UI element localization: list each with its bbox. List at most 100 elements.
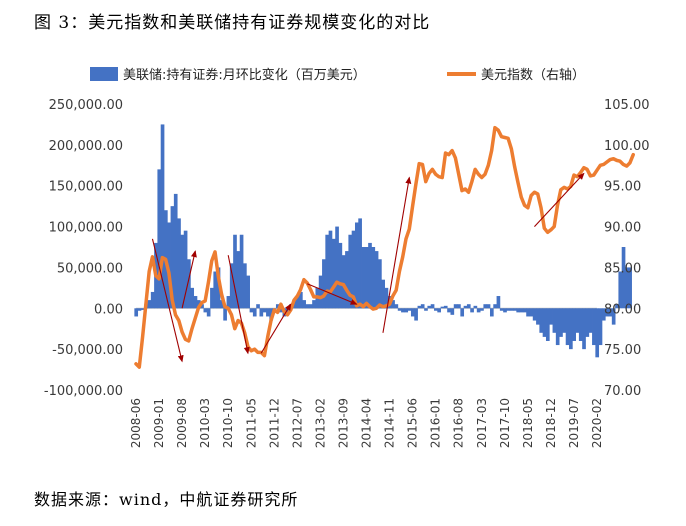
bar xyxy=(160,124,165,309)
bar xyxy=(470,308,474,313)
bar xyxy=(592,308,596,346)
bar xyxy=(611,308,616,325)
bar xyxy=(259,308,264,317)
left-y-tick-label: 50,000.00 xyxy=(57,261,123,276)
bar xyxy=(302,300,306,309)
bar xyxy=(493,304,497,309)
bar xyxy=(345,251,349,309)
bar xyxy=(473,305,478,309)
bar xyxy=(378,259,382,309)
bar xyxy=(555,308,560,346)
bar xyxy=(522,308,527,313)
bar xyxy=(427,305,432,309)
bar xyxy=(582,308,586,350)
bar xyxy=(262,308,267,313)
bar xyxy=(483,304,488,309)
bar xyxy=(167,222,171,309)
trend-arrow xyxy=(227,255,250,355)
bar xyxy=(598,308,603,346)
x-tick-label: 2017-10 xyxy=(498,398,512,448)
bar xyxy=(486,304,491,309)
x-tick-label: 2019-07 xyxy=(567,398,581,448)
bar xyxy=(391,300,395,309)
bar xyxy=(374,251,379,309)
bar xyxy=(443,305,448,309)
bar xyxy=(496,296,501,309)
bar xyxy=(381,279,385,309)
bar xyxy=(187,259,191,309)
bar xyxy=(368,242,372,309)
left-y-tick-label: -50,000.00 xyxy=(52,343,123,358)
bar xyxy=(506,308,511,311)
bar xyxy=(569,308,573,350)
legend-line-label: 美元指数（右轴） xyxy=(481,68,585,83)
bar xyxy=(529,308,534,317)
bar xyxy=(384,287,389,309)
bar xyxy=(150,291,155,309)
bar xyxy=(213,271,218,309)
bar xyxy=(266,308,270,317)
bar xyxy=(308,304,313,309)
bar xyxy=(575,308,580,333)
bar xyxy=(414,308,418,321)
bar xyxy=(519,308,524,313)
bar xyxy=(223,308,227,321)
bar xyxy=(299,291,303,309)
bar xyxy=(252,308,257,317)
x-tick-label: 2014-04 xyxy=(360,398,374,448)
source-note: 数据来源：wind，中航证券研究所 xyxy=(34,490,299,509)
left-y-tick-label: 200,000.00 xyxy=(49,139,123,154)
bar xyxy=(447,308,451,313)
right-y-tick-label: 100.00 xyxy=(604,139,650,154)
bar xyxy=(183,230,188,309)
bar xyxy=(219,300,224,309)
bar xyxy=(536,308,540,325)
bar xyxy=(229,263,234,309)
x-tick-label: 2016-08 xyxy=(452,398,466,448)
x-tick-label: 2009-08 xyxy=(175,398,189,448)
x-tick-label: 2009-01 xyxy=(152,398,166,448)
bar xyxy=(354,222,359,309)
bar xyxy=(410,308,415,317)
bar xyxy=(305,304,310,309)
x-tick-label: 2018-12 xyxy=(544,398,558,448)
right-y-tick-label: 105.00 xyxy=(604,98,650,113)
bar xyxy=(545,308,550,341)
bar xyxy=(588,308,593,333)
bar xyxy=(206,308,211,317)
bar xyxy=(532,308,537,321)
dollar-index-line xyxy=(134,125,635,369)
trend-arrow xyxy=(260,303,292,354)
bar xyxy=(615,304,619,309)
bar xyxy=(246,275,250,309)
bar xyxy=(371,247,376,309)
trend-arrow xyxy=(382,176,412,333)
bar xyxy=(351,230,356,309)
bar xyxy=(457,304,461,309)
bar xyxy=(190,287,195,309)
x-tick-label: 2018-05 xyxy=(521,398,535,448)
x-tick-label: 2016-01 xyxy=(429,398,443,448)
bar xyxy=(157,169,162,309)
bar xyxy=(364,247,369,309)
bar xyxy=(407,308,412,311)
bar xyxy=(489,308,494,317)
bar xyxy=(513,308,517,311)
left-y-tick-label: 150,000.00 xyxy=(49,180,123,195)
left-y-tick-label: 0.00 xyxy=(94,302,123,317)
bar xyxy=(572,308,576,341)
trend-arrow xyxy=(534,172,585,227)
bar xyxy=(420,304,425,309)
bar xyxy=(463,305,468,309)
x-tick-label: 2020-02 xyxy=(590,398,604,448)
legend-bar-swatch xyxy=(90,67,118,81)
bar xyxy=(608,308,613,317)
x-tick-label: 2010-10 xyxy=(221,398,235,448)
bar xyxy=(404,308,409,313)
right-y-tick-label: 90.00 xyxy=(604,221,641,236)
bar xyxy=(243,263,247,309)
x-tick-label: 2017-03 xyxy=(475,398,489,448)
bar xyxy=(562,308,567,333)
bar xyxy=(618,271,623,309)
